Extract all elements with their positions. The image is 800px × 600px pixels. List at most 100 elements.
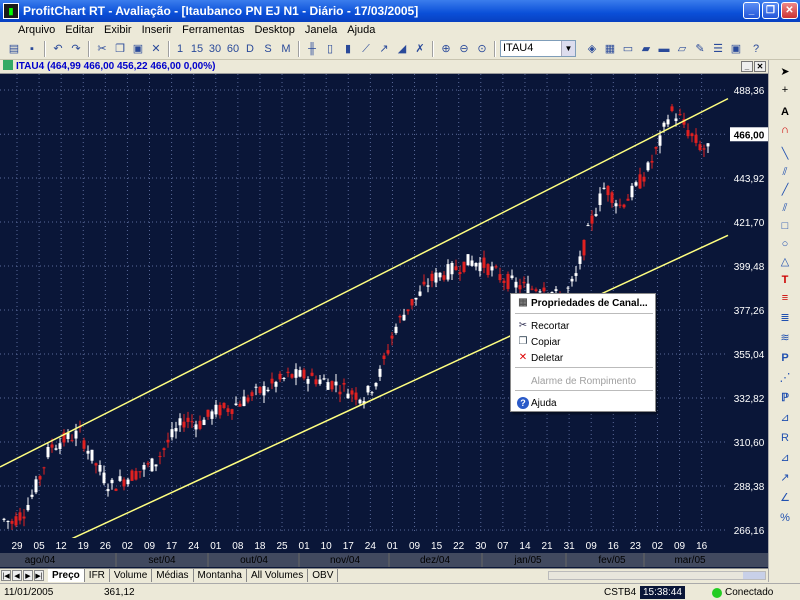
arrow-tool-icon[interactable]: ↗	[780, 472, 790, 484]
magnet-icon[interactable]: ∩	[781, 124, 789, 136]
context-menu-item-3[interactable]: ✕ Deletar	[515, 351, 653, 366]
candle-body	[538, 291, 542, 293]
speed-lines-icon[interactable]: ℙ	[781, 392, 789, 404]
tab-4[interactable]: Montanha	[194, 569, 247, 582]
fibonacci-fan-icon[interactable]: ≡	[781, 292, 789, 304]
menu-ajuda[interactable]: Ajuda	[347, 24, 376, 36]
database-icon[interactable]: ▰	[641, 43, 651, 55]
angle-tool-icon[interactable]: ∠	[780, 492, 790, 504]
layout-icon[interactable]: ◈	[587, 43, 597, 55]
symbol-select[interactable]: ITAU4 ▼	[500, 40, 576, 57]
period-15-button[interactable]: 15	[190, 43, 204, 55]
help-icon: ?	[517, 397, 529, 409]
context-menu-item-5[interactable]: ? Ajuda	[515, 396, 653, 411]
cursor-arrow-icon[interactable]: ➤	[780, 66, 790, 78]
text-tool-icon[interactable]: A	[781, 106, 789, 118]
zoom-in-icon[interactable]: ⊕	[441, 43, 451, 55]
rectangle-icon[interactable]: □	[781, 220, 789, 232]
undo-icon[interactable]: ↶	[53, 43, 63, 55]
percent-tool-icon[interactable]: %	[780, 512, 790, 524]
monitor-icon[interactable]: ▣	[730, 43, 742, 55]
period-monthly-button[interactable]: M	[281, 43, 291, 55]
minimize-button[interactable]: _	[743, 2, 760, 19]
chart-close-button[interactable]: ✕	[754, 61, 766, 72]
chevron-down-icon[interactable]: ▼	[561, 41, 575, 56]
context-menu-item-1[interactable]: ✂ Recortar	[515, 319, 653, 334]
gann-fan-icon[interactable]: ⋰	[779, 372, 791, 384]
candle-filled-icon[interactable]: ▮	[344, 43, 352, 55]
bar-chart-icon[interactable]: ╫	[308, 43, 316, 55]
tab-2[interactable]: Volume	[110, 569, 153, 582]
first-tab-icon[interactable]: |◀	[1, 570, 11, 581]
menu-editar[interactable]: Editar	[65, 24, 95, 36]
x-day-label: 26	[100, 541, 112, 552]
prev-tab-icon[interactable]: ◀	[12, 570, 22, 581]
area-chart-icon[interactable]: ◢	[397, 43, 407, 55]
candle-body	[6, 520, 10, 522]
parallel-line-icon[interactable]: ╱	[781, 184, 789, 196]
x-day-label: 22	[453, 541, 465, 552]
period-60-button[interactable]: 60	[226, 43, 240, 55]
help-icon[interactable]: ?	[752, 43, 760, 55]
new-file-icon[interactable]: ▤	[8, 43, 20, 55]
fibonacci-arcs-icon[interactable]: ≋	[780, 332, 790, 344]
copy-icon[interactable]: ❐	[115, 43, 125, 55]
close-button[interactable]: ✕	[781, 2, 798, 19]
period-1-button[interactable]: 1	[176, 43, 184, 55]
point-figure-icon[interactable]: ✗	[415, 43, 425, 55]
menu-ferramentas[interactable]: Ferramentas	[182, 24, 245, 36]
delete-icon[interactable]: ✕	[151, 43, 161, 55]
menu-desktop[interactable]: Desktop	[254, 24, 295, 36]
grid-icon[interactable]: ▦	[604, 43, 616, 55]
next-tab-icon[interactable]: ▶	[23, 570, 33, 581]
edit-icon[interactable]: ✎	[695, 43, 705, 55]
save-icon[interactable]: ▪	[30, 43, 34, 55]
redo-icon[interactable]: ↷	[71, 43, 81, 55]
period-30-button[interactable]: 30	[208, 43, 222, 55]
period-weekly-button[interactable]: S	[264, 43, 272, 55]
line-zigzag-icon[interactable]: ↗	[379, 43, 389, 55]
menu-arquivo[interactable]: Arquivo	[18, 24, 56, 36]
text-t-icon[interactable]: T	[781, 274, 789, 286]
menu-janela[interactable]: Janela	[304, 24, 338, 36]
trendline-icon[interactable]: ╲	[781, 148, 789, 160]
fibonacci-retracement-icon[interactable]: ≣	[780, 312, 790, 324]
chart-minimize-button[interactable]: _	[741, 61, 753, 72]
last-tab-icon[interactable]: ▶|	[34, 570, 44, 581]
menu-inserir[interactable]: Inserir	[141, 24, 173, 36]
crosshair-icon[interactable]: +	[781, 84, 789, 96]
folder-icon[interactable]: ▱	[677, 43, 687, 55]
window-icon[interactable]: ▭	[622, 43, 634, 55]
tab-1[interactable]: IFR	[85, 569, 110, 582]
menu-exibir[interactable]: Exibir	[104, 24, 132, 36]
horizontal-line-icon[interactable]: ⫽	[782, 202, 788, 214]
context-menu-item-2[interactable]: ❐ Copiar	[515, 335, 653, 350]
channel-tool-icon[interactable]: ⫽	[782, 166, 788, 178]
context-menu-item-0[interactable]: ▦ Propriedades de Canal...	[515, 296, 653, 311]
cut-icon[interactable]: ✂	[97, 43, 107, 55]
triangle-icon[interactable]: △	[780, 256, 790, 268]
line-chart-icon[interactable]: ⟋	[362, 43, 370, 55]
x-day-label: 10	[321, 541, 333, 552]
paste-icon[interactable]: ▣	[132, 43, 144, 55]
regression-icon[interactable]: ⊿	[780, 412, 790, 424]
candle-body	[186, 417, 190, 422]
restore-button[interactable]: ❐	[762, 2, 779, 19]
news-icon[interactable]: ▬	[658, 43, 670, 55]
tab-5[interactable]: All Volumes	[247, 569, 309, 582]
list-icon[interactable]: ☰	[713, 43, 723, 55]
ellipse-icon[interactable]: ○	[781, 238, 789, 250]
zoom-out-icon[interactable]: ⊖	[459, 43, 469, 55]
tab-3[interactable]: Médias	[152, 569, 194, 582]
pitchfork-p-icon[interactable]: P	[781, 352, 789, 364]
candle-body	[162, 448, 166, 450]
price-chart[interactable]: 488,36 466,00 443,92 421,70 399,48 377,26 355,…	[0, 74, 768, 538]
candle-chart-icon[interactable]: ▯	[326, 43, 334, 55]
cycle-lines-icon[interactable]: R	[781, 432, 789, 444]
period-daily-button[interactable]: D	[246, 43, 254, 55]
tab-0[interactable]: Preço	[48, 569, 85, 582]
horizontal-scrollbar[interactable]	[548, 571, 766, 580]
zoom-fit-icon[interactable]: ⊙	[477, 43, 487, 55]
tab-6[interactable]: OBV	[308, 569, 339, 582]
ratio-icon[interactable]: ⊿	[780, 452, 790, 464]
